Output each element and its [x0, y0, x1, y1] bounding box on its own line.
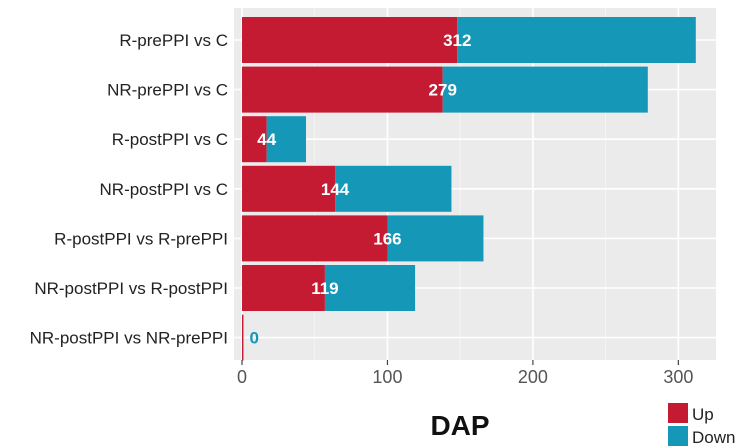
bar-up-4 [242, 215, 388, 262]
bar-up-1 [242, 66, 443, 113]
bar-down-4 [387, 215, 484, 262]
x-axis-title: DAP [430, 410, 489, 441]
bars [242, 17, 696, 361]
category-label: NR-prePPI vs C [107, 81, 228, 100]
legend: Up Down [668, 403, 735, 447]
category-label: R-postPPI vs R-prePPI [54, 229, 228, 248]
x-tick-label: 100 [372, 367, 402, 387]
total-label: 44 [257, 130, 276, 149]
legend-swatch-up [668, 403, 688, 423]
x-tick-label: 200 [518, 367, 548, 387]
category-label: R-prePPI vs C [119, 31, 228, 50]
total-label: 144 [321, 180, 350, 199]
category-label: NR-postPPI vs C [100, 180, 228, 199]
legend-label-down: Down [692, 428, 735, 447]
bar-up-6 [242, 314, 244, 361]
legend-label-up: Up [692, 405, 714, 424]
x-tick-label: 300 [663, 367, 693, 387]
bar-up-5 [242, 265, 325, 311]
x-tick-label: 0 [237, 367, 247, 387]
bar-down-5 [324, 265, 416, 311]
category-label: NR-postPPI vs R-postPPI [34, 279, 228, 298]
legend-swatch-down [668, 426, 688, 446]
bar-up-2 [242, 116, 267, 163]
total-label: 166 [373, 229, 401, 248]
bar-down-2 [266, 116, 306, 163]
category-label: NR-postPPI vs NR-prePPI [30, 329, 228, 348]
total-label: 0 [249, 329, 258, 348]
total-label: 312 [443, 31, 471, 50]
category-labels: R-prePPI vs C NR-prePPI vs C R-postPPI vs … [30, 31, 228, 348]
category-label: R-postPPI vs C [112, 130, 228, 149]
bar-down-3 [335, 165, 452, 212]
total-labels: 312 279 44 144 166 119 0 [249, 31, 471, 348]
bar-up-3 [242, 165, 336, 212]
total-label: 119 [311, 279, 338, 298]
x-axis-ticks: 0 100 200 300 [237, 360, 693, 387]
total-label: 279 [429, 81, 457, 100]
bar-up-0 [242, 17, 458, 63]
bar-down-0 [457, 17, 696, 63]
bar-down-1 [442, 66, 648, 113]
